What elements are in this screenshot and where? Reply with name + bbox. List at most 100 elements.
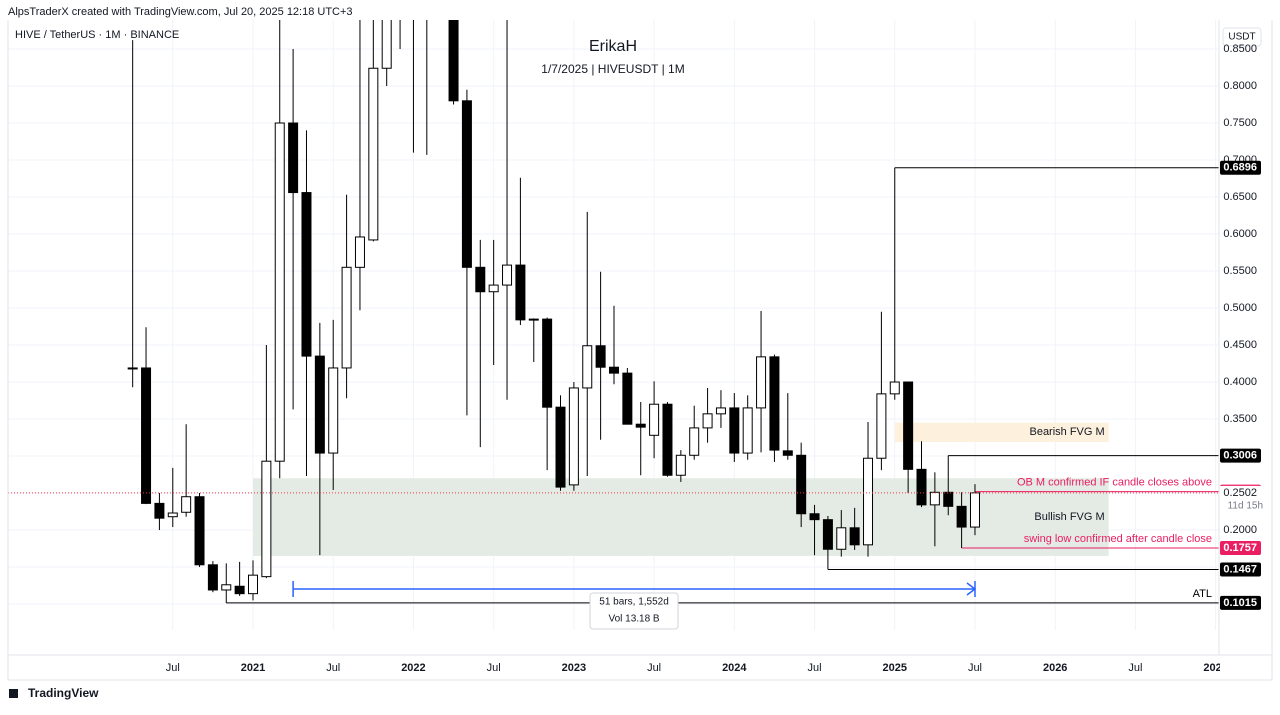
- candle-body: [341, 266, 352, 369]
- zone-label: Bullish FVG M: [1034, 511, 1104, 523]
- level-label: swing low confirmed after candle close: [1024, 533, 1212, 545]
- candle-body: [194, 496, 205, 566]
- candle-body: [675, 454, 686, 476]
- candle-body: [288, 122, 299, 194]
- level-label: ATL: [1193, 588, 1212, 600]
- chart-title: ErikaH: [589, 38, 637, 55]
- candle-body: [608, 366, 619, 374]
- last-price-tag: [1220, 485, 1268, 514]
- candle-body: [863, 457, 874, 546]
- candle-body: [836, 527, 847, 550]
- x-tick-label: 2022: [401, 662, 425, 674]
- candle-body: [782, 450, 793, 456]
- candle-body: [461, 100, 472, 268]
- candle-body: [809, 513, 820, 521]
- candle-body: [314, 355, 325, 454]
- x-tick-label: 2025: [883, 662, 907, 674]
- candle-body: [328, 367, 339, 454]
- candle-body: [796, 454, 807, 515]
- fvg-zone: [253, 478, 1109, 556]
- candle-body: [274, 122, 285, 462]
- last-price-label: 0.2502: [1223, 487, 1257, 499]
- range-label: 51 bars, 1,552d: [599, 597, 669, 608]
- candle-body: [502, 264, 513, 286]
- candle-body: [622, 372, 633, 425]
- candle-body: [689, 427, 700, 456]
- candle-body: [448, 20, 459, 102]
- candle-body: [715, 407, 726, 415]
- candle-body: [368, 67, 379, 241]
- x-tick-label: Jul: [647, 662, 661, 674]
- y-tick-label: 0.3500: [1223, 413, 1257, 425]
- y-tick-label: 0.5000: [1223, 302, 1257, 314]
- y-tick-label: 0.4500: [1223, 339, 1257, 351]
- candle-body: [542, 318, 553, 408]
- price-tag-label: 0.1757: [1223, 542, 1257, 554]
- y-tick-label: 0.4000: [1223, 376, 1257, 388]
- price-tag: [1220, 448, 1261, 463]
- candle-body: [635, 423, 646, 428]
- candle-body: [154, 502, 165, 519]
- candle-body: [649, 403, 660, 436]
- candle-body: [261, 460, 272, 578]
- zone-label: Bearish FVG M: [1029, 426, 1104, 438]
- candle-body: [555, 406, 566, 488]
- candle-body: [582, 345, 593, 389]
- logo: [9, 689, 18, 698]
- candle-body: [568, 387, 579, 486]
- price-tag: [1220, 562, 1261, 577]
- x-tick-label: Jul: [326, 662, 340, 674]
- candle-body: [301, 192, 312, 357]
- range-arrow: [966, 582, 977, 596]
- x-tick-label: Jul: [487, 662, 501, 674]
- symbol-title: HIVE / TetherUS · 1M · BINANCE: [15, 29, 179, 41]
- price-tag-label: 0.1015: [1223, 597, 1257, 609]
- candle-body: [127, 367, 138, 370]
- candle-body: [141, 367, 152, 504]
- price-tag: [1220, 541, 1261, 556]
- candle-body: [889, 381, 900, 395]
- candle-body: [248, 574, 258, 595]
- candle-body: [729, 407, 740, 454]
- chart-subtitle: 1/7/2025 | HIVEUSDT | 1M: [541, 62, 684, 76]
- price-tag-label: 0.1467: [1223, 563, 1257, 575]
- candle-body: [916, 468, 927, 506]
- range-volume: Vol 13.18 B: [608, 614, 659, 625]
- price-tag-label: 0.3006: [1223, 449, 1257, 461]
- candle-body: [221, 584, 232, 591]
- candle-body: [969, 492, 980, 528]
- countdown: 11d 15h: [1228, 501, 1263, 512]
- brand: TradingView: [9, 686, 99, 700]
- fvg-zone: [894, 422, 1109, 442]
- level-label: OB M confirmed IF candle closes above: [1017, 477, 1212, 489]
- candle-body: [475, 266, 486, 293]
- x-tick-label: 2023: [562, 662, 586, 674]
- candle-body: [595, 345, 606, 368]
- x-tick-label: 2024: [722, 662, 747, 674]
- price-tag-label: 0.6896: [1223, 162, 1257, 174]
- y-tick-label: 0.2000: [1223, 524, 1257, 536]
- x-tick-label: Jul: [808, 662, 822, 674]
- range-box: [589, 592, 679, 630]
- x-tick-label: Jul: [1128, 662, 1142, 674]
- credit: AlpsTraderX created with TradingView.com…: [8, 6, 353, 18]
- candle-body: [381, 20, 392, 69]
- candle-body: [515, 264, 526, 321]
- candle-body: [354, 236, 365, 268]
- candle-body: [929, 491, 940, 506]
- y-tick-label: 0.5500: [1223, 265, 1257, 277]
- candle-body: [849, 527, 860, 546]
- price-tag: [1220, 595, 1261, 610]
- candle-body: [662, 403, 673, 476]
- candle-body: [903, 381, 914, 470]
- y-tick-label: 0.8000: [1223, 80, 1257, 92]
- candle-body: [488, 284, 499, 293]
- price-tag: [1220, 160, 1261, 175]
- x-tick-label: Jul: [968, 662, 982, 674]
- candle-body: [769, 356, 780, 451]
- candle-body: [822, 519, 833, 550]
- y-tick-label: 0.6500: [1223, 191, 1257, 203]
- x-tick-label: Jul: [166, 662, 180, 674]
- y-tick-label: 0.7500: [1223, 117, 1257, 129]
